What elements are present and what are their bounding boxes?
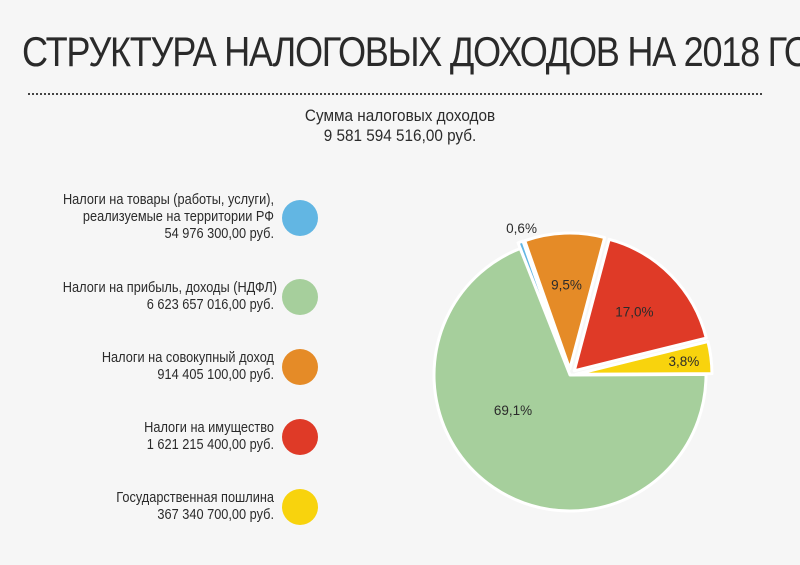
pie-slice [432, 246, 708, 513]
slice-percent-label: 0,6% [506, 221, 537, 236]
slice-percent-label: 3,8% [669, 354, 700, 369]
legend-label-line: Налоги на прибыль, доходы (НДФЛ) [62, 280, 277, 296]
legend-label-line: Налоги на товары (работы, услуги), [62, 192, 274, 208]
legend-text: Налоги на имущество 1 621 215 400,00 руб. [63, 420, 274, 454]
legend-swatch [282, 279, 318, 315]
legend-amount: 367 340 700,00 руб. [157, 507, 274, 523]
pie-slice [572, 237, 708, 373]
legend-text: Государственная пошлина 367 340 700,00 ру… [63, 490, 274, 524]
legend-amount: 914 405 100,00 руб. [157, 367, 274, 383]
legend-label-line: Налоги на имущество [144, 420, 274, 436]
pie-slice [523, 231, 607, 371]
legend-label-line: реализуемые на территории РФ [82, 209, 275, 225]
total-label: Сумма налоговых доходов [304, 106, 496, 125]
legend-amount: 54 976 300,00 руб. [164, 226, 274, 242]
legend-amount: 1 621 215 400,00 руб. [146, 437, 274, 453]
total-value: 9 581 594 516,00 руб. [323, 126, 477, 145]
slice-percent-label: 69,1% [494, 403, 532, 418]
page-title: СТРУКТУРА НАЛОГОВЫХ ДОХОДОВ НА 2018 ГОД [22, 28, 800, 75]
dotted-divider [28, 93, 762, 95]
legend-text: Налоги на совокупный доход 914 405 100,00… [63, 350, 274, 384]
legend-swatch [282, 349, 318, 385]
legend-text: Налоги на товары (работы, услуги), реализ… [63, 192, 274, 243]
chart-subtitle: Сумма налоговых доходов 9 581 594 516,00… [220, 106, 580, 146]
slice-percent-label: 9,5% [551, 278, 582, 293]
legend-swatch [282, 489, 318, 525]
pie-slice [574, 339, 714, 376]
legend-label-line: Государственная пошлина [116, 490, 274, 506]
legend-swatch [282, 419, 318, 455]
legend-swatch [282, 199, 318, 236]
legend-label-line: Налоги на совокупный доход [101, 350, 274, 366]
legend-text: Налоги на прибыль, доходы (НДФЛ) 6 623 65… [62, 280, 277, 314]
slice-percent-label: 17,0% [615, 305, 653, 320]
legend-amount: 6 623 657 016,00 руб. [146, 297, 274, 313]
